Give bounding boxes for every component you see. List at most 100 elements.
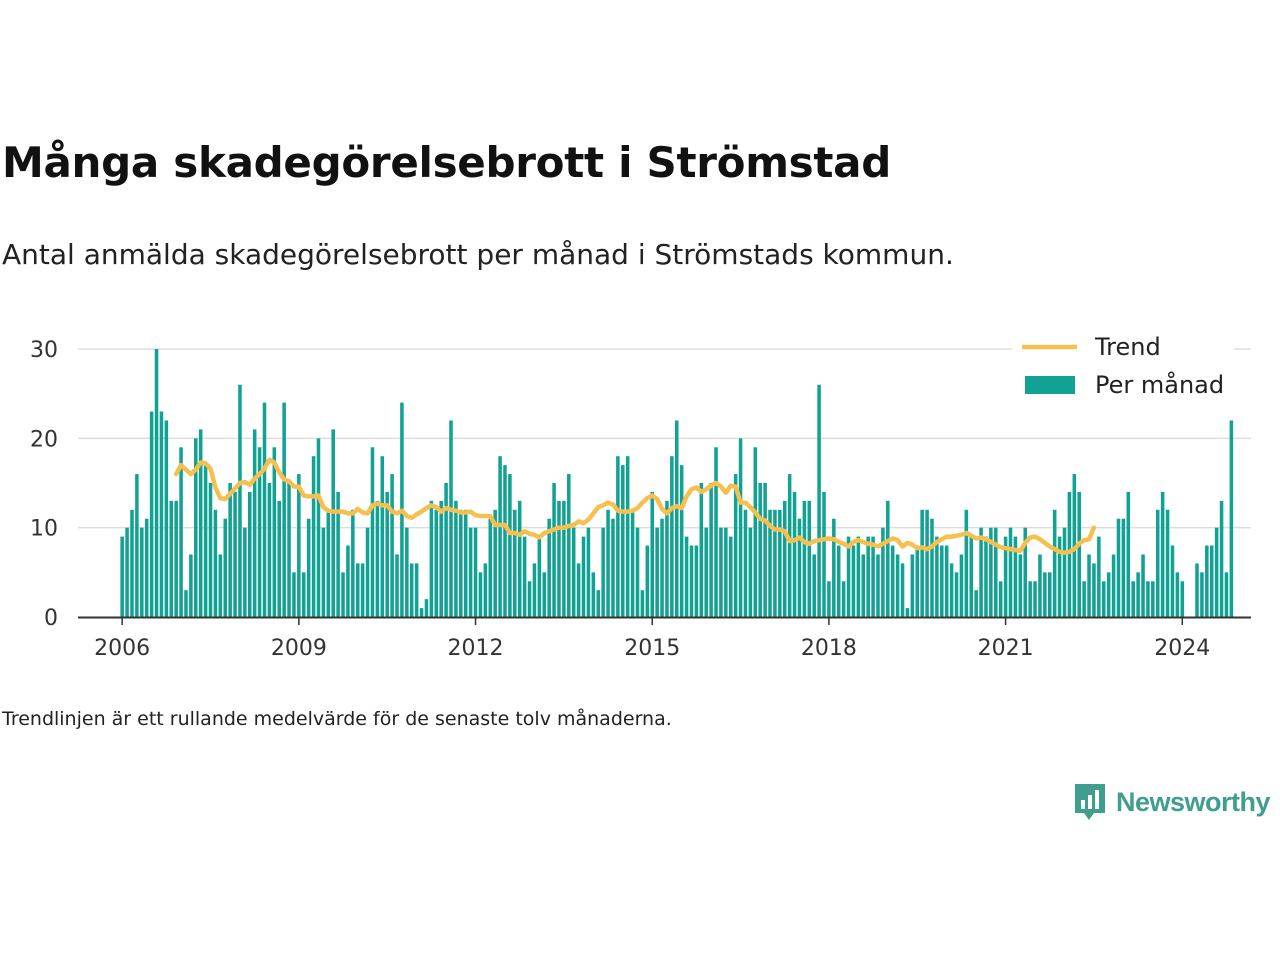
bar	[238, 384, 242, 617]
y-axis-ticks: 0 10 20 30	[30, 338, 58, 631]
bar	[405, 527, 409, 617]
bar	[1023, 527, 1027, 617]
bar	[552, 483, 556, 617]
bar	[463, 509, 468, 617]
bar	[414, 563, 419, 617]
chart-title: Många skadegörelsebrott i Strömstad	[2, 138, 891, 187]
bar	[581, 536, 586, 617]
bar	[704, 527, 708, 617]
bar	[959, 554, 964, 617]
bar	[1219, 500, 1224, 617]
bar	[454, 500, 458, 617]
bar	[419, 608, 424, 617]
bar	[1097, 536, 1101, 617]
bar	[252, 429, 257, 617]
bar	[1062, 527, 1067, 617]
bar	[439, 500, 443, 617]
bar	[871, 536, 875, 617]
bar	[483, 563, 488, 617]
bar	[203, 465, 208, 617]
bar	[493, 509, 497, 617]
bar	[940, 545, 944, 617]
bar	[949, 563, 954, 617]
bar	[380, 456, 385, 617]
brand-name: Newsworthy	[1116, 786, 1271, 817]
bar	[135, 474, 139, 617]
bar	[596, 590, 601, 617]
bar	[144, 518, 149, 617]
bar	[660, 518, 664, 617]
bar	[1209, 545, 1214, 617]
bar	[645, 545, 650, 617]
bar	[621, 465, 625, 617]
bar	[856, 536, 861, 617]
bar	[989, 527, 993, 617]
bar	[164, 420, 169, 617]
bar	[964, 509, 969, 617]
bar	[375, 500, 380, 617]
bar	[1131, 581, 1135, 617]
bar	[498, 456, 502, 617]
bar	[1008, 527, 1013, 617]
legend-bars-label: Per månad	[1095, 370, 1224, 399]
bar	[684, 536, 689, 617]
bar	[675, 420, 679, 617]
bar	[336, 491, 340, 617]
bar	[920, 509, 924, 617]
bar	[488, 518, 493, 617]
bar	[778, 509, 782, 617]
bar	[890, 545, 895, 617]
bar	[542, 572, 547, 617]
bar	[832, 518, 836, 617]
bar	[733, 474, 738, 617]
bar	[699, 483, 704, 617]
bar	[1126, 491, 1131, 617]
bar	[935, 536, 939, 617]
bar	[174, 500, 178, 617]
bar	[365, 527, 370, 617]
bar	[262, 402, 267, 617]
bar-chart: 0 10 20 30 2006 2009 2012 2015 2018 2021 2024 Tre…	[30, 332, 1251, 661]
bar	[527, 581, 532, 617]
bar	[827, 581, 831, 617]
bar	[159, 411, 164, 617]
bar	[787, 474, 792, 617]
bar	[1160, 491, 1165, 617]
bar	[459, 509, 463, 617]
bar	[969, 536, 974, 617]
bar	[625, 456, 630, 617]
bar	[537, 536, 542, 617]
bar	[694, 545, 699, 617]
bar	[243, 527, 247, 617]
bar	[576, 563, 581, 617]
bar	[709, 483, 713, 617]
bar	[1038, 554, 1042, 617]
trend-line	[173, 457, 1097, 555]
bar	[321, 527, 326, 617]
bar	[1106, 572, 1111, 617]
bar	[316, 438, 321, 617]
chart-subtitle: Antal anmälda skadegörelsebrott per måna…	[2, 238, 954, 271]
legend-trend-label: Trend	[1094, 333, 1161, 361]
bar	[169, 500, 174, 617]
bar	[979, 527, 983, 617]
bar	[272, 447, 277, 617]
bar	[189, 554, 193, 617]
bar	[895, 554, 900, 617]
bar	[409, 563, 414, 617]
bar	[601, 527, 605, 617]
bar	[562, 500, 566, 617]
bar	[277, 500, 281, 617]
x-tick-label: 2015	[624, 636, 680, 661]
bar	[1087, 554, 1091, 617]
bar	[213, 509, 218, 617]
bar	[508, 474, 512, 617]
bar	[194, 438, 198, 617]
bar	[517, 500, 522, 617]
bar	[886, 500, 890, 617]
bar	[478, 572, 483, 617]
bar	[807, 500, 812, 617]
bar	[198, 429, 203, 617]
bar	[670, 456, 674, 617]
bar	[984, 536, 988, 617]
